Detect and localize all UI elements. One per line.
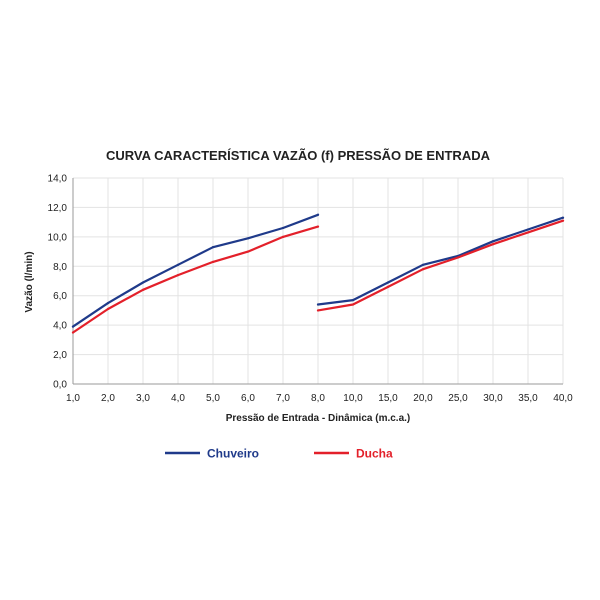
data-point-ducha	[316, 225, 320, 228]
data-point-chuveiro	[351, 299, 355, 302]
series-line-chuveiro-segment-2	[316, 216, 565, 306]
data-point-ducha	[316, 309, 320, 312]
data-point-ducha	[526, 231, 530, 234]
x-tick-label: 20,0	[413, 393, 433, 404]
data-point-ducha	[421, 268, 425, 271]
tick-layer: 0,0 2,0 4,0 6,0 8,0 10,0 12,0 14,0 1,0 2,0 3,0 4,0 5…	[48, 174, 574, 405]
y-tick-label: 4,0	[53, 321, 67, 332]
data-point-ducha	[141, 288, 145, 291]
data-point-chuveiro	[491, 240, 495, 243]
data-point-chuveiro	[316, 303, 320, 306]
x-tick-label: 25,0	[448, 393, 468, 404]
x-axis-label: Pressão de Entrada - Dinâmica (m.c.a.)	[226, 413, 411, 424]
data-point-chuveiro	[421, 263, 425, 266]
data-point-ducha	[456, 256, 460, 259]
data-point-ducha	[71, 331, 75, 334]
data-point-chuveiro	[141, 281, 145, 284]
series-line-chuveiro-segment-1	[71, 213, 320, 328]
y-tick-label: 10,0	[48, 232, 68, 243]
y-tick-label: 0,0	[53, 380, 67, 391]
y-tick-label: 2,0	[53, 350, 67, 361]
x-tick-label: 30,0	[483, 393, 503, 404]
x-tick-label: 35,0	[518, 393, 538, 404]
x-tick-label: 10,0	[343, 393, 363, 404]
data-point-chuveiro	[246, 237, 250, 240]
data-point-ducha	[351, 303, 355, 306]
x-tick-label: 8,0	[311, 393, 325, 404]
y-tick-label: 12,0	[48, 203, 68, 214]
x-tick-label: 6,0	[241, 393, 255, 404]
y-tick-label: 6,0	[53, 291, 67, 302]
grid-layer	[73, 177, 564, 384]
y-tick-label: 8,0	[53, 262, 67, 273]
data-point-chuveiro	[71, 325, 75, 328]
data-point-ducha	[246, 250, 250, 253]
data-point-ducha	[281, 235, 285, 238]
axis-layer	[72, 178, 563, 385]
legend-label-ducha: Ducha	[356, 447, 393, 461]
chart-title: CURVA CARACTERÍSTICA VAZÃO (f) PRESSÃO D…	[106, 148, 491, 163]
series-line-ducha-segment-1	[71, 225, 320, 334]
series-layer	[71, 213, 565, 334]
data-point-chuveiro	[211, 246, 215, 249]
x-tick-label: 15,0	[378, 393, 398, 404]
y-axis-label: Vazão (l/min)	[24, 251, 35, 312]
data-point-ducha	[561, 219, 565, 222]
data-point-ducha	[386, 285, 390, 288]
x-tick-label: 7,0	[276, 393, 290, 404]
data-point-chuveiro	[561, 216, 565, 219]
x-tick-label: 40,0	[553, 393, 573, 404]
data-point-chuveiro	[386, 281, 390, 284]
data-point-chuveiro	[176, 263, 180, 266]
legend-label-chuveiro: Chuveiro	[207, 447, 259, 461]
data-point-ducha	[176, 274, 180, 277]
y-tick-label: 14,0	[48, 174, 68, 185]
legend: Chuveiro Ducha	[165, 447, 393, 461]
x-tick-label: 5,0	[206, 393, 220, 404]
x-tick-label: 3,0	[136, 393, 150, 404]
data-point-ducha	[491, 243, 495, 246]
data-point-chuveiro	[316, 213, 320, 216]
x-tick-label: 1,0	[66, 393, 80, 404]
data-point-ducha	[211, 260, 215, 263]
x-tick-label: 2,0	[101, 393, 115, 404]
data-point-chuveiro	[526, 228, 530, 231]
data-point-chuveiro	[106, 301, 110, 305]
x-tick-label: 4,0	[171, 393, 185, 404]
series-line-ducha-segment-2	[316, 219, 565, 312]
data-point-chuveiro	[281, 226, 285, 230]
data-point-ducha	[106, 307, 110, 311]
